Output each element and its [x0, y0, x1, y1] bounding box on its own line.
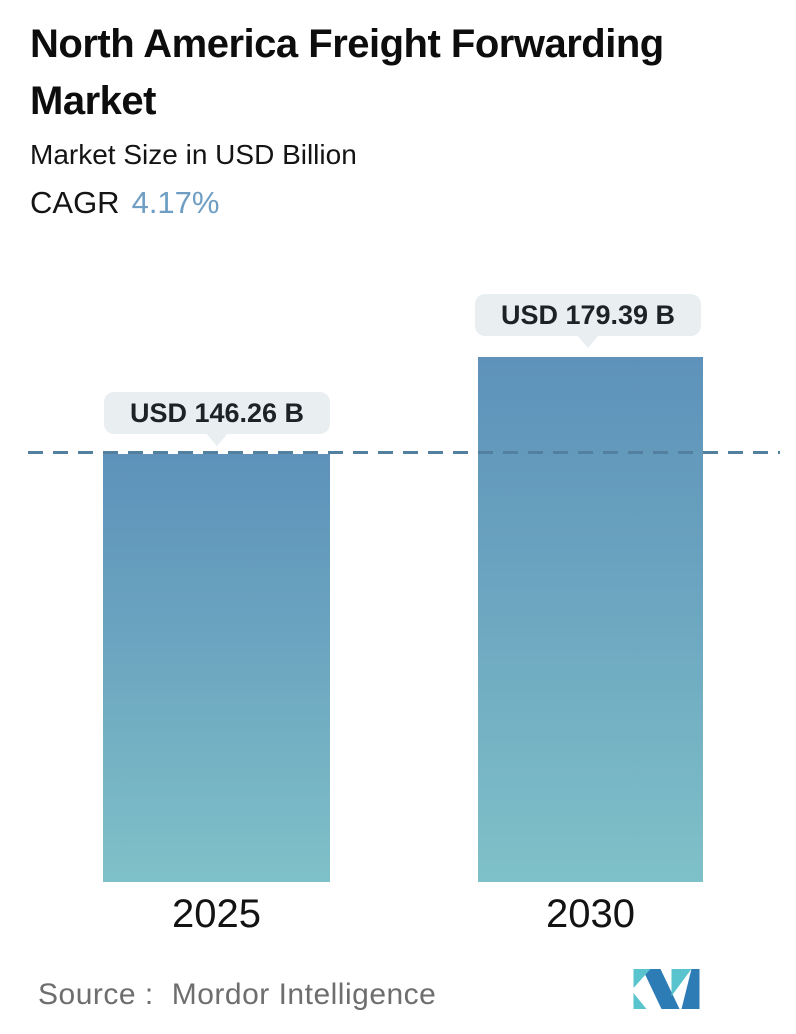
value-callout-2030: USD 179.39 B [474, 294, 702, 336]
cagr-label: CAGR [30, 185, 120, 220]
bar-2030 [478, 357, 703, 882]
value-label-2025: USD 146.26 B [129, 397, 305, 428]
bar-2025 [103, 454, 330, 882]
mordor-intelligence-logo [633, 969, 700, 1009]
source-label: Source : [38, 978, 154, 1011]
source-value: Mordor Intelligence [171, 978, 437, 1011]
cagr-value: 4.17% [131, 185, 220, 220]
cagr-row: CAGR 4.17% [30, 185, 219, 221]
source-line: Source : Mordor Intelligence [38, 978, 436, 1012]
chart-subtitle: Market Size in USD Billion [30, 139, 357, 170]
reference-dashed-line [28, 451, 780, 454]
x-axis-label-2025: 2025 [172, 892, 261, 936]
page-title: North America Freight Forwarding Market [30, 22, 664, 123]
x-axis-label-2030: 2030 [546, 892, 635, 936]
value-label-2030: USD 179.39 B [500, 299, 676, 330]
value-callout-2025: USD 146.26 B [103, 392, 331, 434]
